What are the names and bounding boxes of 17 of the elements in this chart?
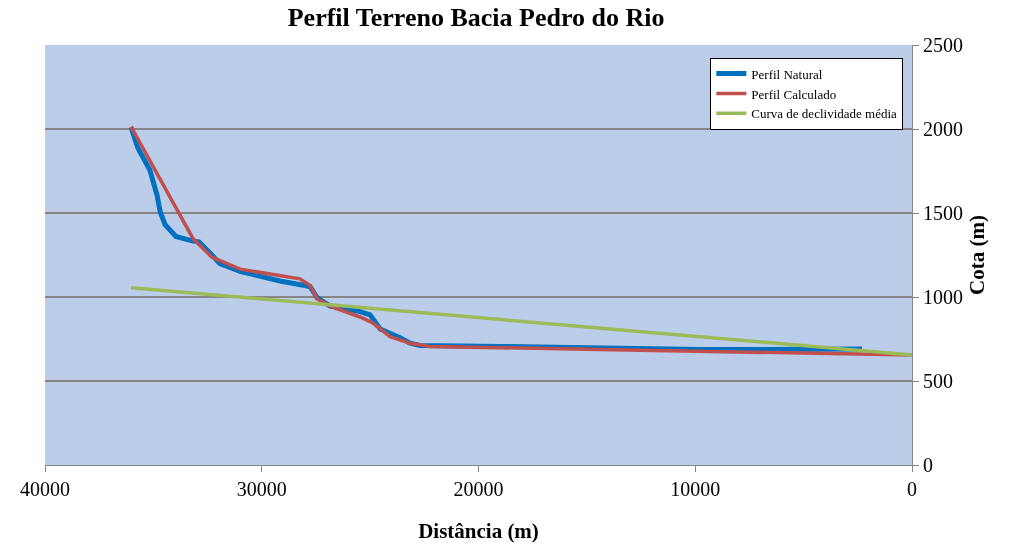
legend-label: Perfil Calculado: [751, 86, 837, 102]
x-tick-label: 40000: [20, 478, 70, 500]
legend-label: Perfil Natural: [751, 66, 823, 82]
x-tick-label: 20000: [453, 478, 504, 500]
y-tick-label: 2000: [923, 118, 963, 140]
y-axis-title: Cota (m): [965, 215, 989, 295]
x-tick-label: 10000: [670, 478, 721, 500]
y-tick-label: 2500: [923, 34, 963, 56]
x-axis-title: Distância (m): [418, 519, 539, 543]
legend-label: Curva de declividade média: [751, 106, 898, 122]
y-tick-label: 0: [923, 454, 933, 476]
y-tick-label: 500: [923, 370, 953, 392]
x-tick-label: 30000: [236, 478, 287, 500]
y-tick-label: 1000: [923, 286, 963, 308]
chart-title: Perfil Terreno Bacia Pedro do Rio: [287, 3, 665, 33]
y-tick-label: 1500: [923, 202, 963, 224]
x-tick-label: 0: [907, 478, 917, 500]
